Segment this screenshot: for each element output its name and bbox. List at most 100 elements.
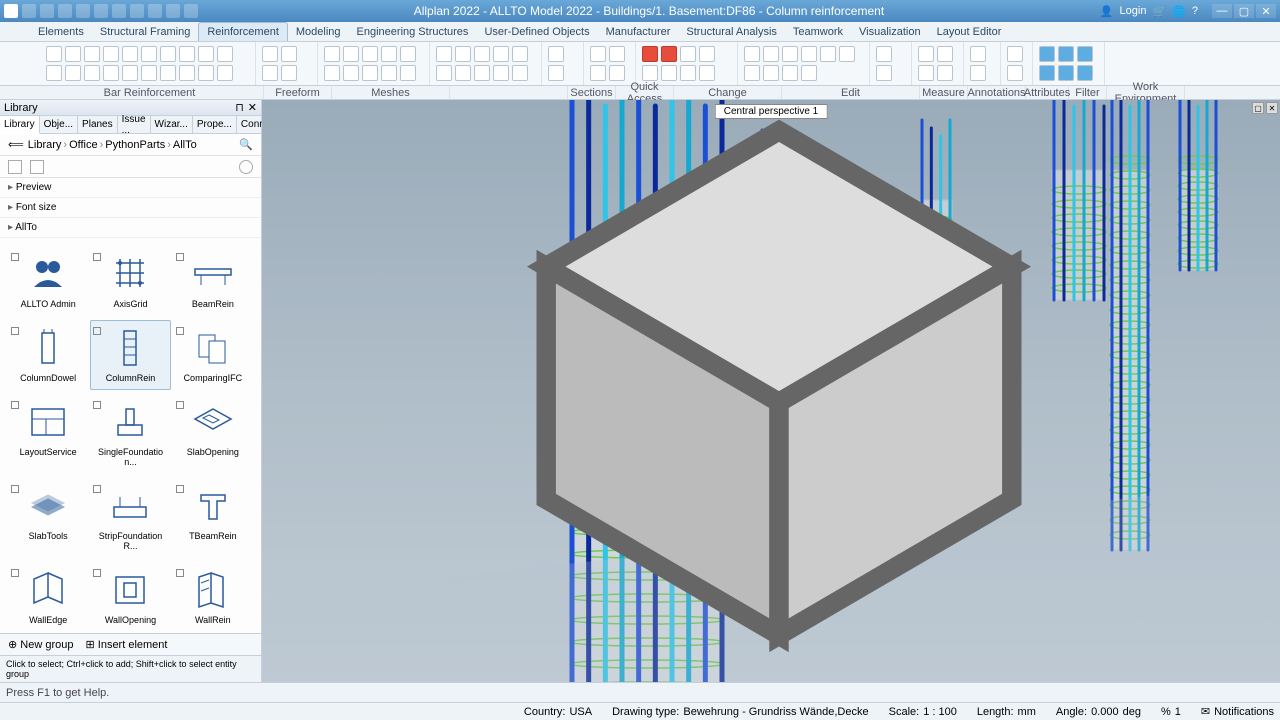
ribbon-icon[interactable] bbox=[590, 65, 606, 81]
menu-user-defined-objects[interactable]: User-Defined Objects bbox=[476, 22, 597, 41]
ribbon-icon[interactable] bbox=[281, 65, 297, 81]
sidebar-tab[interactable]: Prope... bbox=[193, 116, 237, 133]
sidebar-tab[interactable]: Obje... bbox=[40, 116, 78, 133]
library-item-tbeam[interactable]: TBeamRein bbox=[173, 478, 253, 558]
ribbon-icon[interactable] bbox=[217, 46, 233, 62]
ribbon-icon[interactable] bbox=[65, 46, 81, 62]
qat-icon[interactable] bbox=[40, 4, 54, 18]
ribbon-icon[interactable] bbox=[661, 65, 677, 81]
ribbon-icon[interactable] bbox=[436, 46, 452, 62]
breadcrumb-item[interactable]: Office bbox=[69, 139, 98, 151]
ribbon-icon[interactable] bbox=[782, 65, 798, 81]
ribbon-icon[interactable] bbox=[160, 65, 176, 81]
library-item-ifc[interactable]: ComparingIFC bbox=[173, 320, 253, 390]
ribbon-icon[interactable] bbox=[122, 46, 138, 62]
ribbon-icon[interactable] bbox=[198, 46, 214, 62]
ribbon-icon[interactable] bbox=[801, 65, 817, 81]
ribbon-icon[interactable] bbox=[122, 65, 138, 81]
help-icon[interactable]: ? bbox=[1192, 5, 1198, 17]
pin-icon[interactable] bbox=[176, 327, 184, 335]
ribbon-icon[interactable] bbox=[918, 65, 934, 81]
ribbon-icon[interactable] bbox=[609, 46, 625, 62]
library-item-walledge[interactable]: WallEdge bbox=[8, 562, 88, 632]
library-item-layout[interactable]: LayoutService bbox=[8, 394, 88, 474]
ribbon-icon[interactable] bbox=[84, 46, 100, 62]
ribbon-icon[interactable] bbox=[642, 65, 658, 81]
viewport-3d[interactable]: ▢✕ Central perspective 1 🖱️⬚ bbox=[262, 100, 1280, 682]
pin-icon[interactable] bbox=[11, 569, 19, 577]
ribbon-icon[interactable] bbox=[512, 65, 528, 81]
ribbon-icon[interactable] bbox=[876, 65, 892, 81]
pin-icon[interactable] bbox=[11, 401, 19, 409]
ribbon-icon[interactable] bbox=[680, 46, 696, 62]
ribbon-icon[interactable] bbox=[436, 65, 452, 81]
pin-icon[interactable] bbox=[176, 569, 184, 577]
login-label[interactable]: Login bbox=[1120, 5, 1147, 17]
qat-icon[interactable] bbox=[94, 4, 108, 18]
menu-engineering-structures[interactable]: Engineering Structures bbox=[349, 22, 477, 41]
filter-icon[interactable] bbox=[8, 160, 22, 174]
ribbon-icon[interactable] bbox=[474, 65, 490, 81]
breadcrumb-item[interactable]: AllTo bbox=[173, 139, 197, 151]
pin-icon[interactable] bbox=[93, 569, 101, 577]
qat-icon[interactable] bbox=[22, 4, 36, 18]
status-pct[interactable]: 1 bbox=[1175, 706, 1181, 718]
ribbon-icon[interactable] bbox=[548, 65, 564, 81]
pin-icon[interactable] bbox=[176, 401, 184, 409]
ribbon-icon[interactable] bbox=[801, 46, 817, 62]
library-item-found[interactable]: SingleFoundation... bbox=[90, 394, 170, 474]
ribbon-icon[interactable] bbox=[744, 65, 760, 81]
ribbon-icon[interactable] bbox=[160, 46, 176, 62]
new-group-button[interactable]: ⊕ New group bbox=[8, 638, 73, 651]
section-preview[interactable]: Preview bbox=[0, 178, 261, 198]
breadcrumb-item[interactable]: Library bbox=[28, 139, 62, 151]
ribbon-icon[interactable] bbox=[400, 65, 416, 81]
ribbon-icon[interactable] bbox=[918, 46, 934, 62]
ribbon-icon[interactable] bbox=[65, 65, 81, 81]
ribbon-icon[interactable] bbox=[590, 46, 606, 62]
ribbon-icon[interactable] bbox=[820, 46, 836, 62]
menu-manufacturer[interactable]: Manufacturer bbox=[598, 22, 679, 41]
ribbon-icon[interactable] bbox=[642, 46, 658, 62]
insert-element-button[interactable]: ⊞ Insert element bbox=[85, 638, 167, 651]
ribbon-icon[interactable] bbox=[474, 46, 490, 62]
ribbon-icon[interactable] bbox=[46, 46, 62, 62]
sidebar-tab[interactable]: Wizar... bbox=[151, 116, 193, 133]
pin-icon[interactable] bbox=[176, 253, 184, 261]
library-item-admin[interactable]: ALLTO Admin bbox=[8, 246, 88, 316]
qat-icon[interactable] bbox=[58, 4, 72, 18]
pin-icon[interactable] bbox=[93, 485, 101, 493]
ribbon-icon[interactable] bbox=[512, 46, 528, 62]
refresh-icon[interactable] bbox=[239, 160, 253, 174]
maximize-button[interactable]: ▢ bbox=[1234, 4, 1254, 18]
ribbon-icon[interactable] bbox=[876, 46, 892, 62]
breadcrumb-item[interactable]: PythonParts bbox=[105, 139, 165, 151]
status-length[interactable]: mm bbox=[1018, 706, 1036, 718]
pin-icon[interactable] bbox=[176, 485, 184, 493]
ribbon-icon[interactable] bbox=[970, 65, 986, 81]
ribbon-icon[interactable] bbox=[324, 46, 340, 62]
menu-visualization[interactable]: Visualization bbox=[851, 22, 929, 41]
qat-icon[interactable] bbox=[112, 4, 126, 18]
qat-icon[interactable] bbox=[148, 4, 162, 18]
ribbon-icon[interactable] bbox=[548, 46, 564, 62]
ribbon-icon[interactable] bbox=[103, 65, 119, 81]
ribbon-icon[interactable] bbox=[744, 46, 760, 62]
qat-icon[interactable] bbox=[166, 4, 180, 18]
sort-icon[interactable] bbox=[30, 160, 44, 174]
library-item-wallrein[interactable]: WallRein bbox=[173, 562, 253, 632]
library-item-slabtools[interactable]: SlabTools bbox=[8, 478, 88, 558]
ribbon-icon[interactable] bbox=[400, 46, 416, 62]
ribbon-icon[interactable] bbox=[217, 65, 233, 81]
library-item-slab[interactable]: SlabOpening bbox=[173, 394, 253, 474]
ribbon-icon[interactable] bbox=[782, 46, 798, 62]
library-item-grid[interactable]: AxisGrid bbox=[90, 246, 170, 316]
library-item-colrein[interactable]: ColumnRein bbox=[90, 320, 170, 390]
ribbon-icon[interactable] bbox=[763, 46, 779, 62]
status-angle[interactable]: 0.000 bbox=[1091, 706, 1119, 718]
ribbon-icon[interactable] bbox=[455, 65, 471, 81]
ribbon-icon[interactable] bbox=[839, 46, 855, 62]
ribbon-icon[interactable] bbox=[362, 65, 378, 81]
ribbon-icon[interactable] bbox=[46, 65, 62, 81]
ribbon-icon[interactable] bbox=[362, 46, 378, 62]
